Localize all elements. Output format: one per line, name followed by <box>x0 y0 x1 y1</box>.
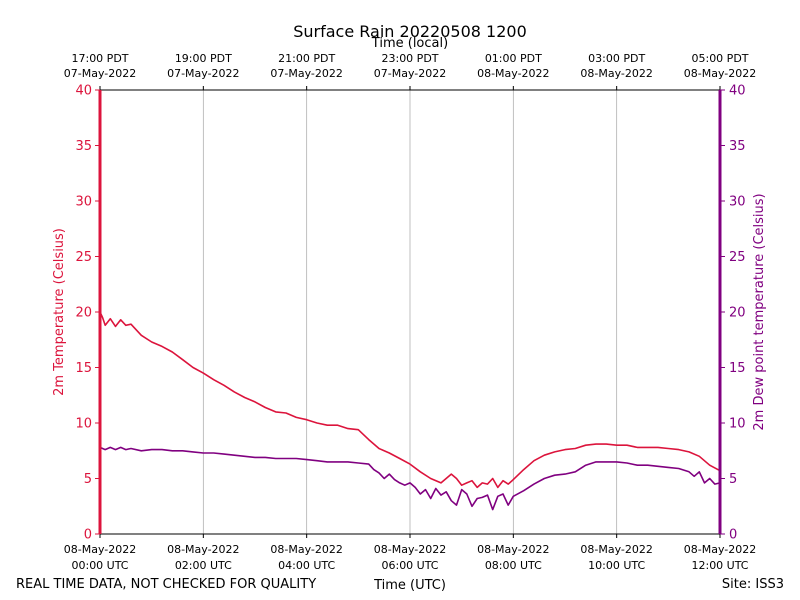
y-tick-label-left: 10 <box>75 417 92 432</box>
y-tick-label-right: 30 <box>729 195 746 210</box>
grid-lines <box>202 90 618 534</box>
x-tick-label-local-time: 21:00 PDT <box>278 52 335 65</box>
y-tick-label-right: 15 <box>729 361 746 376</box>
right-y-axis-label: 2m Dew point temperature (Celsius) <box>752 193 767 430</box>
y-tick-label-left: 15 <box>75 361 92 376</box>
x-tick-label-date: 08-May-2022 <box>374 543 446 556</box>
y-tick-label-left: 25 <box>75 250 92 265</box>
y-tick-label-right: 35 <box>729 139 746 154</box>
x-tick-label-date: 08-May-2022 <box>167 543 239 556</box>
y-tick-label-right: 25 <box>729 250 746 265</box>
x-axis-local: 17:00 PDT 07-May-2022 19:00 PDT 07-May-2022… <box>64 52 756 90</box>
x-tick-label-local-date: 07-May-2022 <box>64 67 136 80</box>
x-tick-label-time: 06:00 UTC <box>381 559 438 572</box>
y-tick-label-left: 0 <box>84 528 92 543</box>
x-tick-label-local-time: 19:00 PDT <box>175 52 232 65</box>
2m-temperature-line <box>99 311 721 489</box>
y-tick-label-right: 20 <box>729 306 746 321</box>
2m-dew-point-temperature-line <box>99 446 721 511</box>
y-axis-left: 0 5 10 15 20 25 30 35 40 <box>75 84 100 543</box>
x-tick-label-local-time: 05:00 PDT <box>691 52 748 65</box>
x-tick-label-date: 08-May-2022 <box>477 543 549 556</box>
x-tick-label-local-date: 08-May-2022 <box>684 67 756 80</box>
series-layer <box>99 311 721 511</box>
x-tick-label-local-time: 17:00 PDT <box>71 52 128 65</box>
y-tick-label-left: 35 <box>75 139 92 154</box>
x-tick-label-local-date: 07-May-2022 <box>167 67 239 80</box>
left-y-axis-label: 2m Temperature (Celsius) <box>52 228 67 396</box>
x-tick-label-local-date: 08-May-2022 <box>477 67 549 80</box>
data-quality-notice: REAL TIME DATA, NOT CHECKED FOR QUALITY <box>16 577 316 592</box>
x-tick-label-local-time: 01:00 PDT <box>485 52 542 65</box>
y-tick-label-left: 20 <box>75 306 92 321</box>
x-tick-label-local-time: 23:00 PDT <box>381 52 438 65</box>
x-axis-utc: 08-May-2022 00:00 UTC 08-May-2022 02:00 UTC… <box>64 534 756 572</box>
x-tick-label-date: 08-May-2022 <box>270 543 342 556</box>
x-tick-label-date: 08-May-2022 <box>64 543 136 556</box>
x-tick-label-time: 00:00 UTC <box>71 559 128 572</box>
x-tick-label-date: 08-May-2022 <box>684 543 756 556</box>
y-tick-label-left: 5 <box>84 472 92 487</box>
y-tick-label-right: 0 <box>729 528 737 543</box>
y-tick-label-right: 5 <box>729 472 737 487</box>
y-tick-label-left: 30 <box>75 195 92 210</box>
x-tick-label-local-date: 08-May-2022 <box>580 67 652 80</box>
x-tick-label-time: 10:00 UTC <box>588 559 645 572</box>
x-tick-label-time: 02:00 UTC <box>175 559 232 572</box>
y-tick-label-right: 40 <box>729 84 746 99</box>
x-tick-label-date: 08-May-2022 <box>580 543 652 556</box>
x-tick-label-local-time: 03:00 PDT <box>588 52 645 65</box>
x-tick-label-local-date: 07-May-2022 <box>374 67 446 80</box>
y-axis-right: 0 5 10 15 20 25 30 35 40 <box>720 84 746 543</box>
x-tick-label-time: 08:00 UTC <box>485 559 542 572</box>
x-tick-label-local-date: 07-May-2022 <box>270 67 342 80</box>
y-tick-label-right: 10 <box>729 417 746 432</box>
top-x-axis-label: Time (local) <box>371 36 448 51</box>
x-tick-label-time: 12:00 UTC <box>691 559 748 572</box>
y-tick-label-left: 40 <box>75 84 92 99</box>
x-axis-label: Time (UTC) <box>373 578 446 593</box>
site-label: Site: ISS3 <box>722 577 784 592</box>
chart-title: Surface Rain 20220508 1200 <box>293 22 527 41</box>
x-tick-label-time: 04:00 UTC <box>278 559 335 572</box>
